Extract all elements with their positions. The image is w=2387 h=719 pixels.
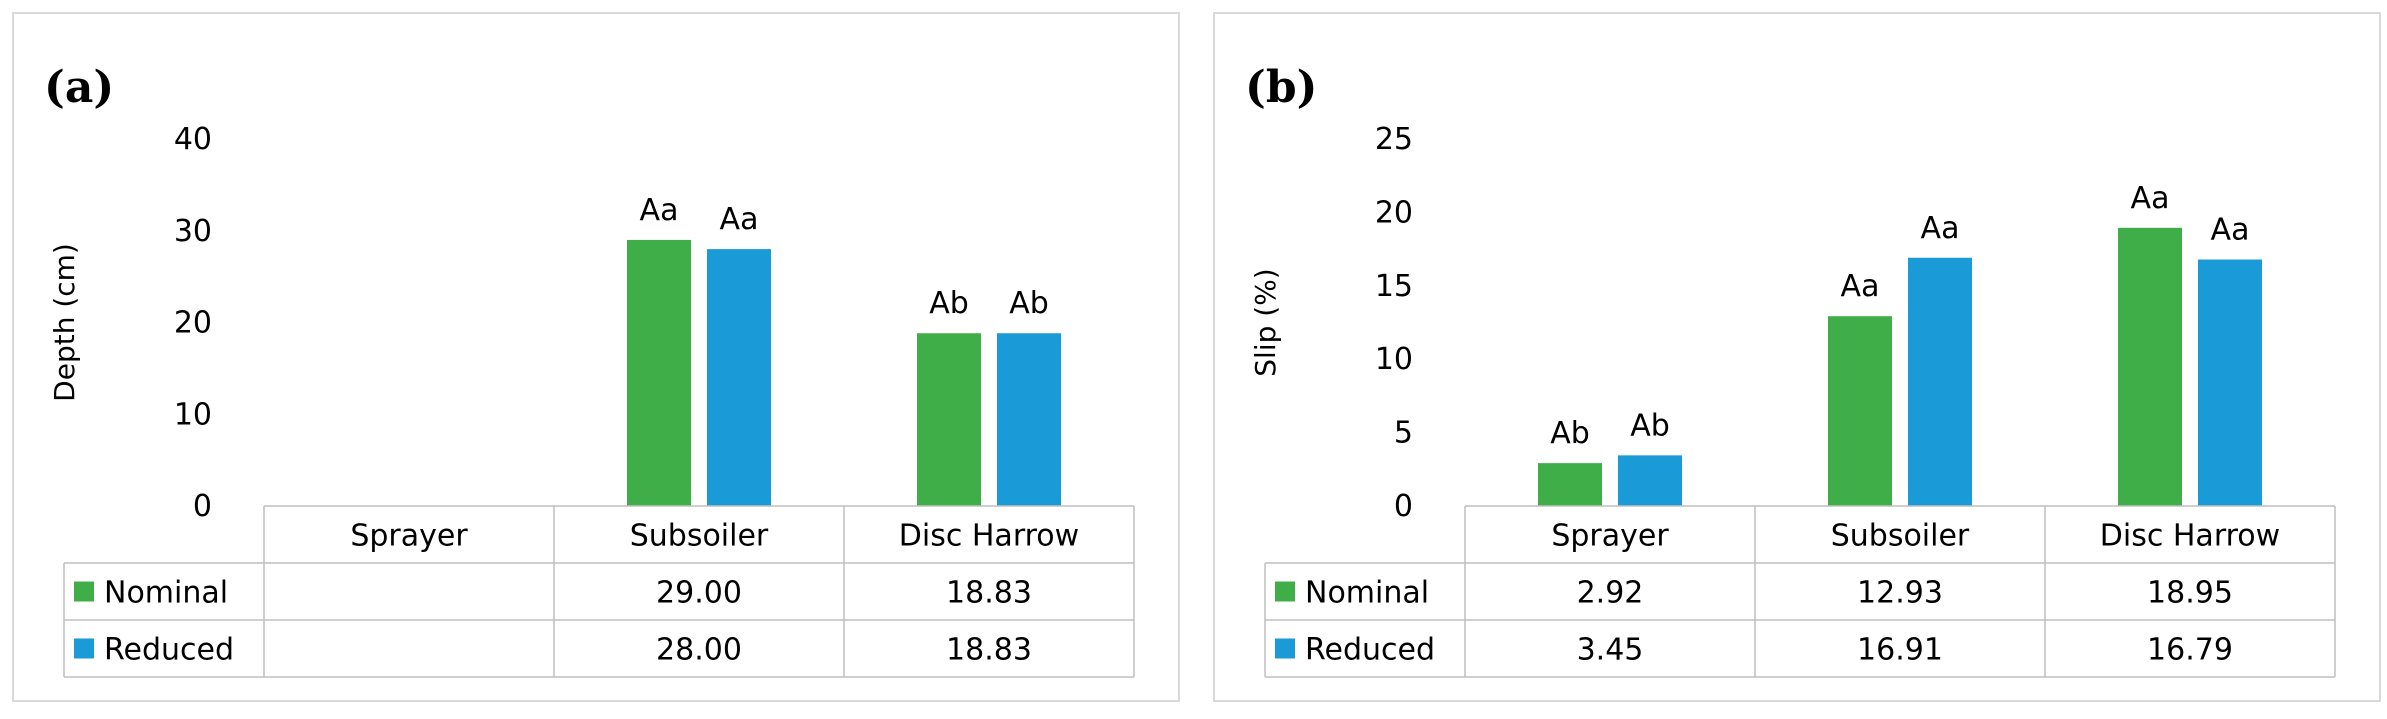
chart-a-y-tick-label: 10 xyxy=(174,397,212,432)
chart-a-bar-reduced-2 xyxy=(707,249,771,506)
chart-b-legend-swatch-reduced xyxy=(1275,638,1295,659)
chart-a-category-label: Sprayer xyxy=(350,519,468,554)
chart-panel-a: (a) Depth (cm) 0 10 20 30 40 Aa Aa Ab Ab Sprayer Sub… xyxy=(12,12,1180,702)
chart-b-legend-swatch-nominal xyxy=(1275,581,1295,602)
chart-b-significance-label: Ab xyxy=(1550,416,1590,451)
chart-b-y-tick-label: 25 xyxy=(1375,122,1413,157)
chart-a-table-cell: 18.83 xyxy=(946,576,1032,611)
chart-a-y-tick-label: 0 xyxy=(193,489,212,524)
chart-a-table-cell: 29.00 xyxy=(656,576,742,611)
chart-b-y-axis-title: Slip (%) xyxy=(1249,268,1282,376)
chart-a-category-label: Subsoiler xyxy=(630,519,769,554)
chart-b-bar-nominal-3 xyxy=(2118,227,2182,506)
chart-b-svg: (b) Slip (%) 0 5 10 15 20 25 Ab Ab Aa Aa Aa Aa Sprayer… xyxy=(1245,62,2336,678)
chart-a-y-tick-label: 40 xyxy=(174,122,212,157)
chart-a-bar-nominal-2 xyxy=(627,239,691,507)
chart-a-svg: (a) Depth (cm) 0 10 20 30 40 Aa Aa Ab Ab Sprayer Sub… xyxy=(44,62,1135,678)
chart-b-table-cell: 18.95 xyxy=(2147,576,2233,611)
chart-a-panel-label: (a) xyxy=(44,62,114,113)
chart-a-bar-nominal-3 xyxy=(917,333,981,506)
chart-b-table-cell: 3.45 xyxy=(1577,633,1644,668)
chart-a-significance-label: Ab xyxy=(1009,286,1049,321)
chart-b-y-tick-label: 5 xyxy=(1394,416,1413,451)
chart-b-panel-label: (b) xyxy=(1245,62,1317,113)
chart-a-significance-label: Aa xyxy=(720,202,759,237)
chart-a-table-cell: 28.00 xyxy=(656,633,742,668)
chart-a-legend-label-nominal: Nominal xyxy=(104,576,228,611)
chart-a-y-tick-label: 20 xyxy=(174,306,212,341)
chart-panel-b: (b) Slip (%) 0 5 10 15 20 25 Ab Ab Aa Aa Aa Aa Sprayer… xyxy=(1213,12,2381,702)
chart-b-y-tick-label: 20 xyxy=(1375,195,1413,230)
chart-a-y-tick-label: 30 xyxy=(174,214,212,249)
chart-a-significance-label: Aa xyxy=(640,193,679,228)
chart-b-table-cell: 2.92 xyxy=(1577,576,1644,611)
chart-a-significance-label: Ab xyxy=(929,286,969,321)
chart-b-significance-label: Aa xyxy=(1841,269,1880,304)
chart-b-y-tick-label: 10 xyxy=(1375,342,1413,377)
chart-b-legend-label-nominal: Nominal xyxy=(1305,576,1429,611)
chart-b-significance-label: Ab xyxy=(1630,408,1670,443)
chart-a-category-label: Disc Harrow xyxy=(899,519,1079,554)
chart-a-legend-swatch-reduced xyxy=(74,638,94,659)
chart-b-table-cell: 12.93 xyxy=(1857,576,1943,611)
chart-b-category-label: Sprayer xyxy=(1551,519,1669,554)
chart-b-y-tick-label: 15 xyxy=(1375,269,1413,304)
chart-b-bar-reduced-3 xyxy=(2198,259,2262,506)
chart-b-category-label: Subsoiler xyxy=(1831,519,1970,554)
chart-b-bar-reduced-2 xyxy=(1908,257,1972,506)
chart-b-significance-label: Aa xyxy=(2131,181,2170,216)
chart-a-table-cell: 18.83 xyxy=(946,633,1032,668)
chart-b-significance-label: Aa xyxy=(2211,213,2250,248)
chart-b-bar-nominal-1 xyxy=(1538,463,1602,506)
chart-b-category-label: Disc Harrow xyxy=(2100,519,2280,554)
chart-b-table-cell: 16.91 xyxy=(1857,633,1943,668)
chart-b-bar-reduced-1 xyxy=(1618,455,1682,506)
chart-a-legend-swatch-nominal xyxy=(74,581,94,602)
chart-b-bar-nominal-2 xyxy=(1828,316,1892,506)
chart-b-significance-label: Aa xyxy=(1921,211,1960,246)
chart-a-y-axis-title: Depth (cm) xyxy=(48,243,81,402)
chart-a-legend-label-reduced: Reduced xyxy=(104,633,234,668)
chart-b-y-tick-label: 0 xyxy=(1394,489,1413,524)
chart-b-table-cell: 16.79 xyxy=(2147,633,2233,668)
chart-a-bar-reduced-3 xyxy=(997,333,1061,506)
chart-b-legend-label-reduced: Reduced xyxy=(1305,633,1435,668)
